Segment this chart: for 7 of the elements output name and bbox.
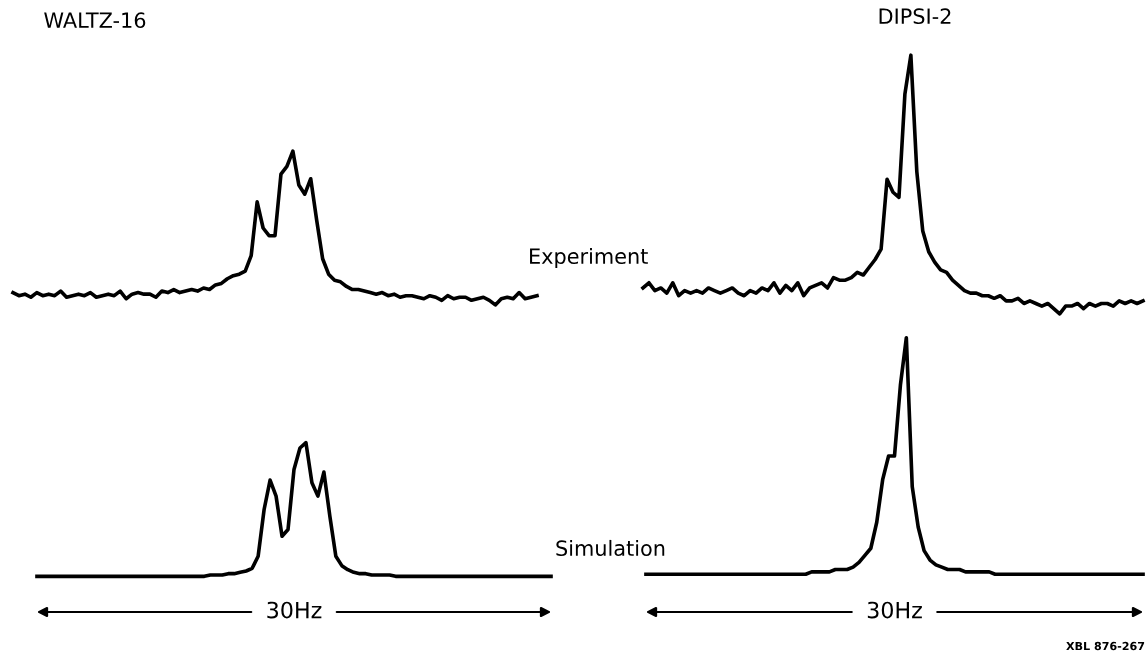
chart-title: WALTZ-16: [44, 12, 146, 29]
annotation: Experiment: [530, 247, 648, 269]
chart-title: DIPSI-2: [879, 8, 951, 25]
x-axis-title: 30Hz: [267, 601, 322, 619]
annotation: Simulation: [556, 539, 665, 557]
x-axis-title: 30Hz: [867, 601, 922, 619]
text: XBL 876-267: [1066, 641, 1145, 651]
